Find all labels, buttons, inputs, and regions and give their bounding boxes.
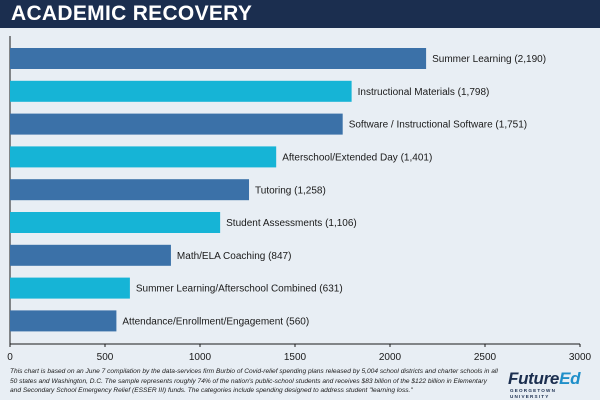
bar-4 — [10, 146, 277, 168]
bar-label-4: Afterschool/Extended Day (1,401) — [282, 153, 432, 164]
bar-8 — [10, 277, 130, 299]
bar-chart: Summer Learning (2,190) Instructional Mat… — [7, 36, 592, 363]
bar-label-9: Attendance/Enrollment/Engagement (560) — [122, 317, 309, 328]
logo-wordmark: FutureEd — [508, 370, 594, 388]
bar-7 — [10, 244, 171, 266]
bar-label-8: Summer Learning/Afterschool Combined (63… — [136, 284, 343, 295]
x-tick-label-4: 2000 — [379, 352, 402, 363]
bar-label-2: Instructional Materials (1,798) — [358, 87, 490, 98]
bar-label-5: Tutoring (1,258) — [255, 185, 326, 196]
bar-3 — [10, 113, 343, 135]
x-tick-label-0: 0 — [7, 352, 13, 363]
x-tick-label-3: 1500 — [284, 352, 307, 363]
bar-label-7: Math/ELA Coaching (847) — [177, 251, 292, 262]
page-title: ACADEMIC RECOVERY — [11, 2, 253, 25]
logo-word-future: Future — [508, 369, 560, 388]
x-tick-label-2: 1000 — [189, 352, 212, 363]
bar-9 — [10, 310, 117, 332]
bar-6 — [10, 212, 221, 233]
x-tick-label-1: 500 — [97, 352, 114, 363]
futureed-logo: FutureEd GEORGETOWN UNIVERSITY — [508, 370, 594, 400]
bar-label-1: Summer Learning (2,190) — [432, 54, 546, 65]
header-bar: ACADEMIC RECOVERY — [0, 0, 600, 28]
logo-word-ed: Ed — [559, 369, 581, 388]
bar-label-6: Student Assessments (1,106) — [226, 218, 357, 229]
bar-1 — [10, 48, 427, 69]
x-tick-label-6: 3000 — [569, 352, 592, 363]
bar-2 — [10, 80, 352, 102]
footnote: This chart is based on an June 7 compila… — [10, 368, 498, 395]
x-tick-label-5: 2500 — [474, 352, 497, 363]
bar-5 — [10, 179, 250, 201]
bar-label-3: Software / Instructional Software (1,751… — [349, 120, 527, 131]
logo-subtitle: GEORGETOWN UNIVERSITY — [510, 388, 557, 399]
